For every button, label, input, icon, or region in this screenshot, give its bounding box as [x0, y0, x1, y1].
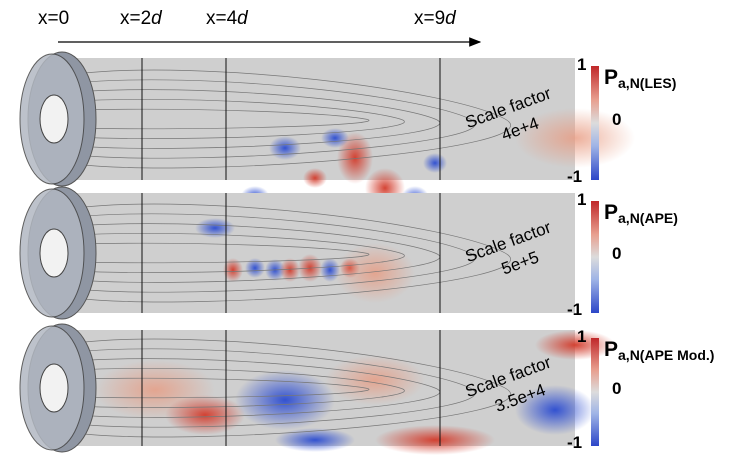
- field-blob: [165, 395, 245, 435]
- field-blob: [375, 425, 495, 455]
- contour: [74, 358, 440, 418]
- contour: [74, 377, 369, 399]
- symbol: P: [604, 66, 618, 89]
- field-blob: [325, 355, 425, 405]
- contour: [74, 213, 476, 293]
- nozzle-hole: [39, 363, 69, 413]
- colorbar-title: Pa,N(APE): [604, 201, 678, 226]
- colorbar-tick: 1: [577, 327, 586, 346]
- field-blob: [280, 258, 300, 282]
- contour: [74, 223, 440, 283]
- field-blob: [269, 136, 301, 160]
- contour: [74, 69, 511, 169]
- field-blob: [303, 168, 327, 188]
- colorbar-title: Pa,N(LES): [604, 66, 676, 91]
- field-blob: [195, 218, 235, 238]
- colorbar-tick: 0: [612, 244, 621, 263]
- colorbar: [591, 338, 599, 446]
- subscript: a,N(APE): [618, 210, 678, 226]
- colorbar-tick: -1: [567, 167, 582, 186]
- marker-label: x=0: [38, 8, 69, 29]
- colorbar-tick: -1: [567, 433, 582, 452]
- marker-label: x=4d: [206, 8, 249, 29]
- contour: [74, 79, 476, 159]
- colorbar-tick: -1: [567, 300, 582, 319]
- colorbar-title: Pa,N(APE Mod.): [604, 338, 714, 363]
- contour: [74, 89, 440, 149]
- field-blob: [337, 132, 373, 184]
- colorbar-tick: 1: [577, 55, 586, 74]
- field-blob: [335, 243, 415, 303]
- colorbar-tick: 1: [577, 190, 586, 209]
- marker-label: x=9d: [414, 8, 457, 29]
- colorbar-tick: 0: [612, 110, 621, 129]
- field-blob: [245, 258, 265, 278]
- contour: [74, 338, 511, 438]
- contour: [74, 368, 405, 408]
- field-blob: [223, 258, 243, 282]
- symbol: P: [604, 338, 618, 361]
- nozzle-hole: [39, 94, 69, 144]
- symbol: P: [604, 201, 618, 224]
- contour: [74, 242, 369, 264]
- field-blob: [515, 385, 595, 435]
- field-blob: [423, 153, 447, 173]
- colorbar: [591, 66, 599, 180]
- contour: [74, 99, 405, 139]
- contour: [74, 203, 511, 303]
- contour: [74, 233, 405, 273]
- contour: [74, 108, 369, 130]
- nozzle-hole: [39, 228, 69, 278]
- contour: [74, 348, 476, 428]
- field-blob: [321, 128, 349, 148]
- subscript: a,N(LES): [618, 75, 676, 91]
- subscript: a,N(APE Mod.): [618, 347, 714, 363]
- marker-label: x=2d: [120, 8, 163, 29]
- colorbar: [591, 201, 599, 313]
- field-blob: [275, 428, 355, 452]
- colorbar-tick: 0: [612, 379, 621, 398]
- field-blob: [515, 108, 635, 168]
